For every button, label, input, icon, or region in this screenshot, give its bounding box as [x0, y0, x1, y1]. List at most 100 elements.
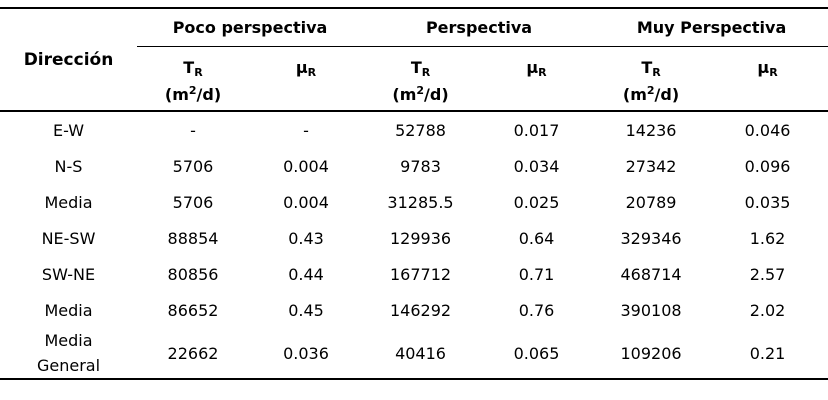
value-cell: 2.02 — [749, 300, 786, 320]
column-header-direction: Dirección — [0, 8, 137, 112]
row-direction-label: E-W — [0, 111, 137, 148]
unit-spacer — [707, 78, 828, 112]
value-cell: 0.017 — [513, 120, 560, 140]
column-header-mu-1: μR — [249, 47, 363, 79]
value-cell: 0.065 — [513, 343, 560, 363]
value-cell: 27342 — [625, 156, 677, 176]
value-cell: 0.036 — [283, 343, 329, 363]
mu-symbol: μ — [295, 58, 308, 77]
unit-label-3: (m2/d) — [595, 78, 708, 112]
table-row: Media General 22662 0.036 40416 0.065 109206 0… — [0, 328, 828, 379]
value-cell: 0.004 — [283, 156, 329, 176]
direction-text: Media General — [36, 331, 101, 375]
table-wrapper: Dirección Poco perspectiva Perspectiva M… — [0, 7, 828, 380]
unit-prefix: (m — [392, 84, 417, 104]
unit-exponent: 2 — [188, 83, 197, 97]
t-symbol: T — [641, 58, 653, 77]
direction-text: N-S — [54, 156, 83, 176]
mu-subscript: R — [769, 66, 778, 79]
t-symbol: T — [410, 58, 422, 77]
table-row: Media 86652 0.45 146292 0.76 390108 2.02 — [0, 292, 828, 328]
value-cell: 146292 — [389, 300, 452, 320]
t-symbol: T — [183, 58, 195, 77]
unit-exponent: 2 — [416, 83, 425, 97]
value-cell: 0.034 — [513, 156, 560, 176]
table-row: SW-NE 80856 0.44 167712 0.71 468714 2.57 — [0, 256, 828, 292]
row-direction-label: N-S — [0, 148, 137, 184]
value-cell: 167712 — [389, 264, 452, 284]
value-cell: 2.57 — [749, 264, 786, 284]
value-cell: 9783 — [400, 156, 441, 176]
t-subscript: R — [194, 66, 203, 79]
value-cell: 0.035 — [744, 192, 791, 212]
table-row: E-W - - 52788 0.017 14236 0.046 — [0, 111, 828, 148]
value-cell: 52788 — [395, 120, 446, 140]
unit-label-2: (m2/d) — [363, 78, 479, 112]
table-header: Dirección Poco perspectiva Perspectiva M… — [0, 8, 828, 112]
column-header-tr-3: TR — [595, 47, 707, 79]
direction-text: SW-NE — [41, 264, 96, 284]
table-row: N-S 5706 0.004 9783 0.034 27342 0.096 — [0, 148, 828, 184]
value-cell: 0.64 — [518, 228, 555, 248]
value-cell: 1.62 — [749, 228, 786, 248]
row-direction-label: NE-SW — [0, 220, 137, 256]
value-cell: 329346 — [620, 228, 682, 248]
symbol-header-row: TR μR TR μR TR μR — [0, 47, 828, 79]
group-header-row: Dirección Poco perspectiva Perspectiva M… — [0, 8, 828, 112]
column-header-mu-2: μR — [478, 47, 595, 79]
value-cell: 14236 — [625, 120, 677, 140]
value-cell: 5706 — [172, 156, 214, 176]
value-cell: 86652 — [167, 300, 219, 320]
table-row: Media 5706 0.004 31285.5 0.025 20789 0.035 — [0, 184, 828, 220]
column-header-tr-2: TR — [363, 47, 478, 79]
value-cell: 109206 — [620, 343, 682, 363]
value-cell: 80856 — [167, 264, 219, 284]
mu-subscript: R — [538, 66, 547, 79]
mu-symbol: μ — [757, 58, 770, 77]
value-cell: 20789 — [625, 192, 677, 212]
unit-header-row: (m2/d) (m2/d) (m2/d) — [0, 78, 828, 112]
results-table: Dirección Poco perspectiva Perspectiva M… — [0, 7, 828, 380]
value-cell: 0.025 — [513, 192, 560, 212]
t-subscript: R — [652, 66, 661, 79]
group-header-perspectiva: Perspectiva — [363, 8, 596, 47]
group-header-poco-perspectiva: Poco perspectiva — [137, 8, 364, 47]
table-body: E-W - - 52788 0.017 14236 0.046 N-S 5706 0.004 978… — [0, 111, 828, 379]
row-direction-label: SW-NE — [0, 256, 137, 292]
unit-spacer — [478, 78, 596, 112]
mu-symbol: μ — [526, 58, 539, 77]
value-cell: 0.096 — [744, 156, 791, 176]
unit-exponent: 2 — [646, 83, 655, 97]
direction-text: Media — [44, 192, 93, 212]
column-header-mu-3: μR — [707, 47, 828, 79]
value-cell: - — [303, 120, 309, 140]
t-subscript: R — [421, 66, 431, 79]
direction-text: Media — [44, 300, 93, 320]
value-cell: 40416 — [395, 343, 446, 363]
unit-suffix: /d) — [196, 84, 222, 104]
unit-prefix: (m — [622, 84, 647, 104]
mu-subscript: R — [307, 66, 317, 79]
value-cell: - — [190, 120, 196, 140]
unit-suffix: /d) — [424, 84, 449, 104]
value-cell: 88854 — [167, 228, 219, 248]
value-cell: 0.71 — [518, 264, 555, 284]
row-direction-label: Media — [0, 292, 137, 328]
value-cell: 31285.5 — [387, 192, 454, 212]
value-cell: 129936 — [389, 228, 452, 248]
row-direction-label: Media — [0, 184, 137, 220]
group-header-muy-perspectiva: Muy Perspectiva — [595, 8, 828, 47]
value-cell: 0.44 — [288, 264, 324, 284]
value-cell: 0.43 — [288, 228, 324, 248]
direction-text: E-W — [52, 120, 85, 140]
unit-suffix: /d) — [654, 84, 680, 104]
row-direction-label: Media General — [0, 328, 137, 379]
unit-prefix: (m — [164, 84, 189, 104]
value-cell: 0.45 — [288, 300, 324, 320]
value-cell: 22662 — [167, 343, 219, 363]
unit-label-1: (m2/d) — [137, 78, 249, 112]
value-cell: 0.046 — [744, 120, 791, 140]
direction-text: NE-SW — [41, 228, 96, 248]
value-cell: 0.004 — [283, 192, 329, 212]
column-header-tr-1: TR — [137, 47, 249, 79]
